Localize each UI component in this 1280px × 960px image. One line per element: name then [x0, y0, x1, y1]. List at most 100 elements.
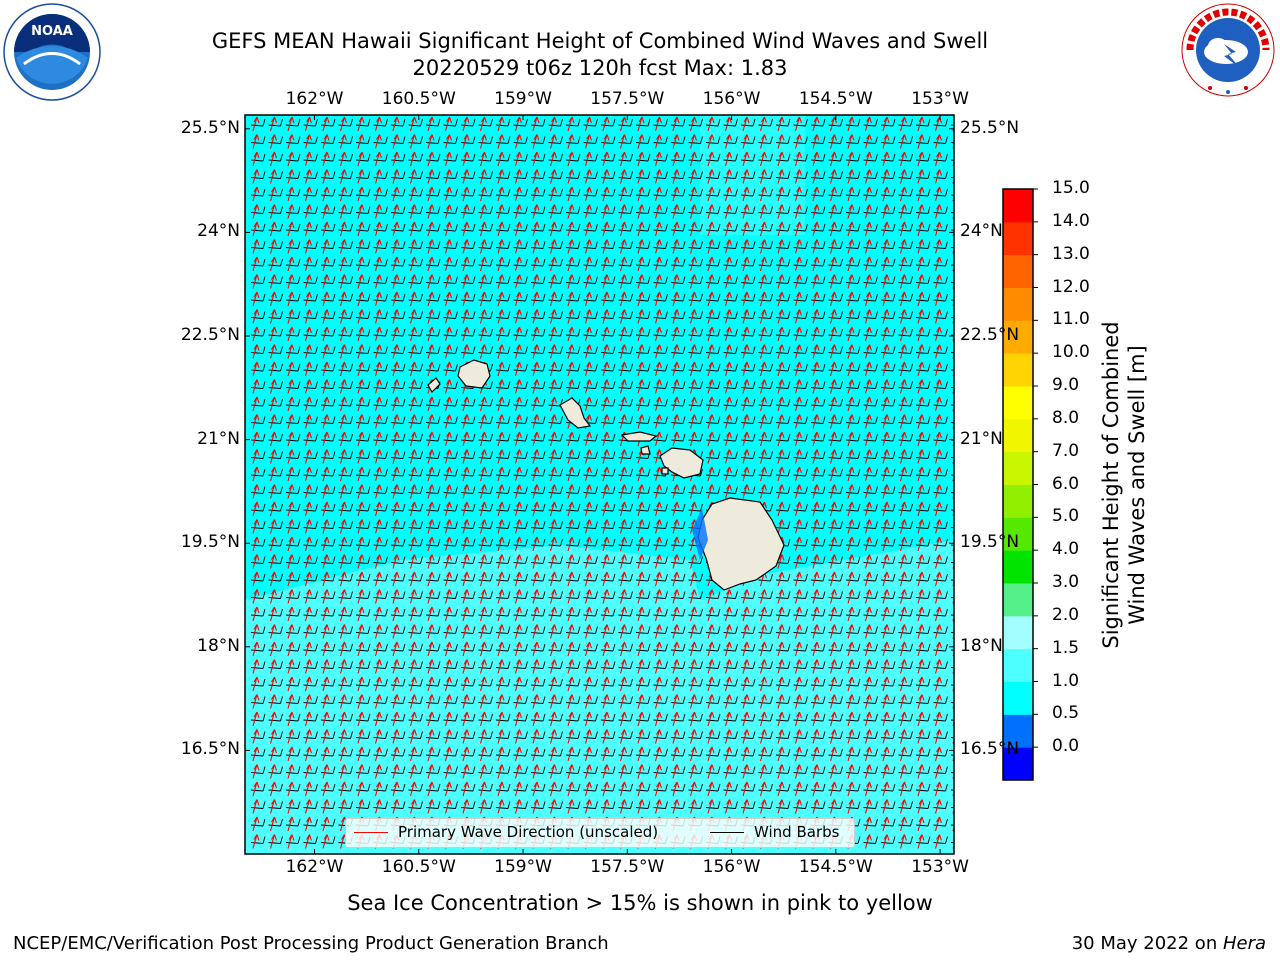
wind-barb	[705, 626, 721, 634]
wind-barb	[373, 591, 388, 599]
wind-barb	[268, 258, 283, 267]
wind-barb	[880, 346, 896, 354]
wave-direction-arrow	[689, 309, 698, 324]
wind-barb	[950, 509, 954, 511]
wind-barb	[460, 188, 476, 197]
wave-direction-arrow	[304, 484, 313, 499]
wave-direction-arrow	[759, 466, 768, 482]
wind-barb	[670, 801, 686, 809]
wave-direction-arrow	[374, 589, 383, 604]
wind-barb	[863, 416, 878, 424]
wave-direction-arrow	[287, 414, 295, 429]
wind-barb	[740, 398, 756, 407]
wind-barb	[933, 293, 948, 302]
wind-barb	[355, 346, 371, 354]
wave-direction-arrow	[917, 414, 925, 429]
wind-barb	[740, 696, 756, 704]
wave-direction-arrow	[567, 484, 575, 499]
wave-direction-arrow	[357, 239, 365, 254]
wave-direction-arrow	[409, 344, 418, 359]
wind-barb	[390, 171, 406, 179]
wind-barb	[880, 136, 896, 144]
wind-barb	[775, 433, 791, 442]
wind-barb	[583, 766, 598, 774]
wind-barb	[355, 468, 371, 477]
wind-barb	[583, 468, 598, 477]
wind-barb	[565, 661, 581, 669]
colorbar-tick-label: 4.0	[1052, 539, 1080, 560]
wind-barb	[810, 276, 826, 284]
lon-tick-label-top: 156°W	[702, 89, 761, 109]
wave-direction-arrow	[392, 396, 400, 412]
wind-barb	[268, 153, 283, 162]
wind-barb	[250, 486, 266, 494]
wind-barb	[618, 696, 633, 704]
wave-direction-arrow	[584, 186, 593, 202]
wave-direction-arrow	[339, 589, 348, 604]
wave-direction-arrow	[602, 519, 610, 534]
wind-barb	[285, 818, 301, 827]
wave-direction-arrow	[637, 361, 645, 377]
wave-direction-arrow	[689, 256, 698, 272]
wave-direction-arrow	[252, 256, 260, 272]
colorbar-tick-label: 15.0	[1052, 178, 1090, 198]
wind-barb	[390, 416, 406, 424]
wind-barb	[548, 766, 563, 774]
wind-barb	[933, 136, 948, 144]
wind-barb	[355, 451, 371, 459]
wind-barb	[653, 328, 668, 337]
wave-direction-arrow	[322, 361, 330, 377]
wave-direction-arrow	[637, 291, 645, 307]
wave-direction-arrow	[497, 501, 505, 517]
wave-direction-arrow	[689, 379, 698, 394]
wind-barb	[530, 241, 546, 249]
wind-barb	[460, 696, 476, 704]
wave-direction-arrow	[707, 344, 715, 359]
wave-direction-arrow	[304, 414, 313, 429]
wave-direction-arrow	[514, 379, 523, 394]
wave-direction-arrow	[339, 169, 348, 184]
wind-barb	[408, 556, 423, 564]
wave-direction-arrow	[602, 186, 610, 202]
wave-direction-arrow	[882, 554, 890, 569]
wind-barb	[425, 346, 441, 354]
sea-ice-note: Sea Ice Concentration > 15% is shown in …	[347, 891, 933, 915]
wind-barb	[565, 503, 581, 512]
wind-barb	[723, 223, 738, 232]
wave-direction-arrow	[794, 326, 803, 342]
colorbar-segment	[1003, 484, 1033, 518]
wind-barb	[320, 153, 336, 162]
wind-barb	[390, 503, 406, 512]
wind-barb	[443, 241, 458, 249]
wind-barb	[443, 206, 458, 214]
wave-direction-arrow	[549, 396, 558, 412]
wave-direction-arrow	[392, 326, 400, 342]
wind-barb	[390, 346, 406, 354]
wind-barb	[583, 276, 598, 284]
wave-direction-arrow	[707, 291, 715, 307]
wind-barb	[600, 223, 616, 232]
wave-direction-arrow	[899, 151, 908, 167]
wave-direction-arrow	[777, 116, 785, 132]
wind-barbs-legend-swatch	[710, 832, 744, 833]
wind-barb	[303, 276, 318, 284]
wind-barb	[548, 188, 563, 197]
wave-direction-arrow	[497, 484, 505, 499]
wave-direction-arrow	[794, 361, 803, 377]
wave-direction-arrow	[689, 484, 698, 499]
wave-direction-arrow	[339, 484, 348, 499]
wind-barb	[670, 171, 686, 179]
wind-barb	[373, 328, 388, 337]
wave-direction-arrow	[287, 519, 295, 534]
wind-barb	[653, 206, 668, 214]
wave-direction-arrow	[287, 344, 295, 359]
wind-barb	[338, 293, 353, 302]
wave-direction-arrow	[532, 466, 540, 482]
wind-barb	[810, 398, 826, 407]
wave-direction-arrow	[882, 466, 890, 482]
wind-barb	[565, 188, 581, 197]
wave-direction-arrow	[742, 344, 750, 359]
wind-barb	[950, 684, 954, 686]
wave-direction-arrow	[269, 186, 278, 202]
wave-direction-arrow	[584, 519, 593, 534]
